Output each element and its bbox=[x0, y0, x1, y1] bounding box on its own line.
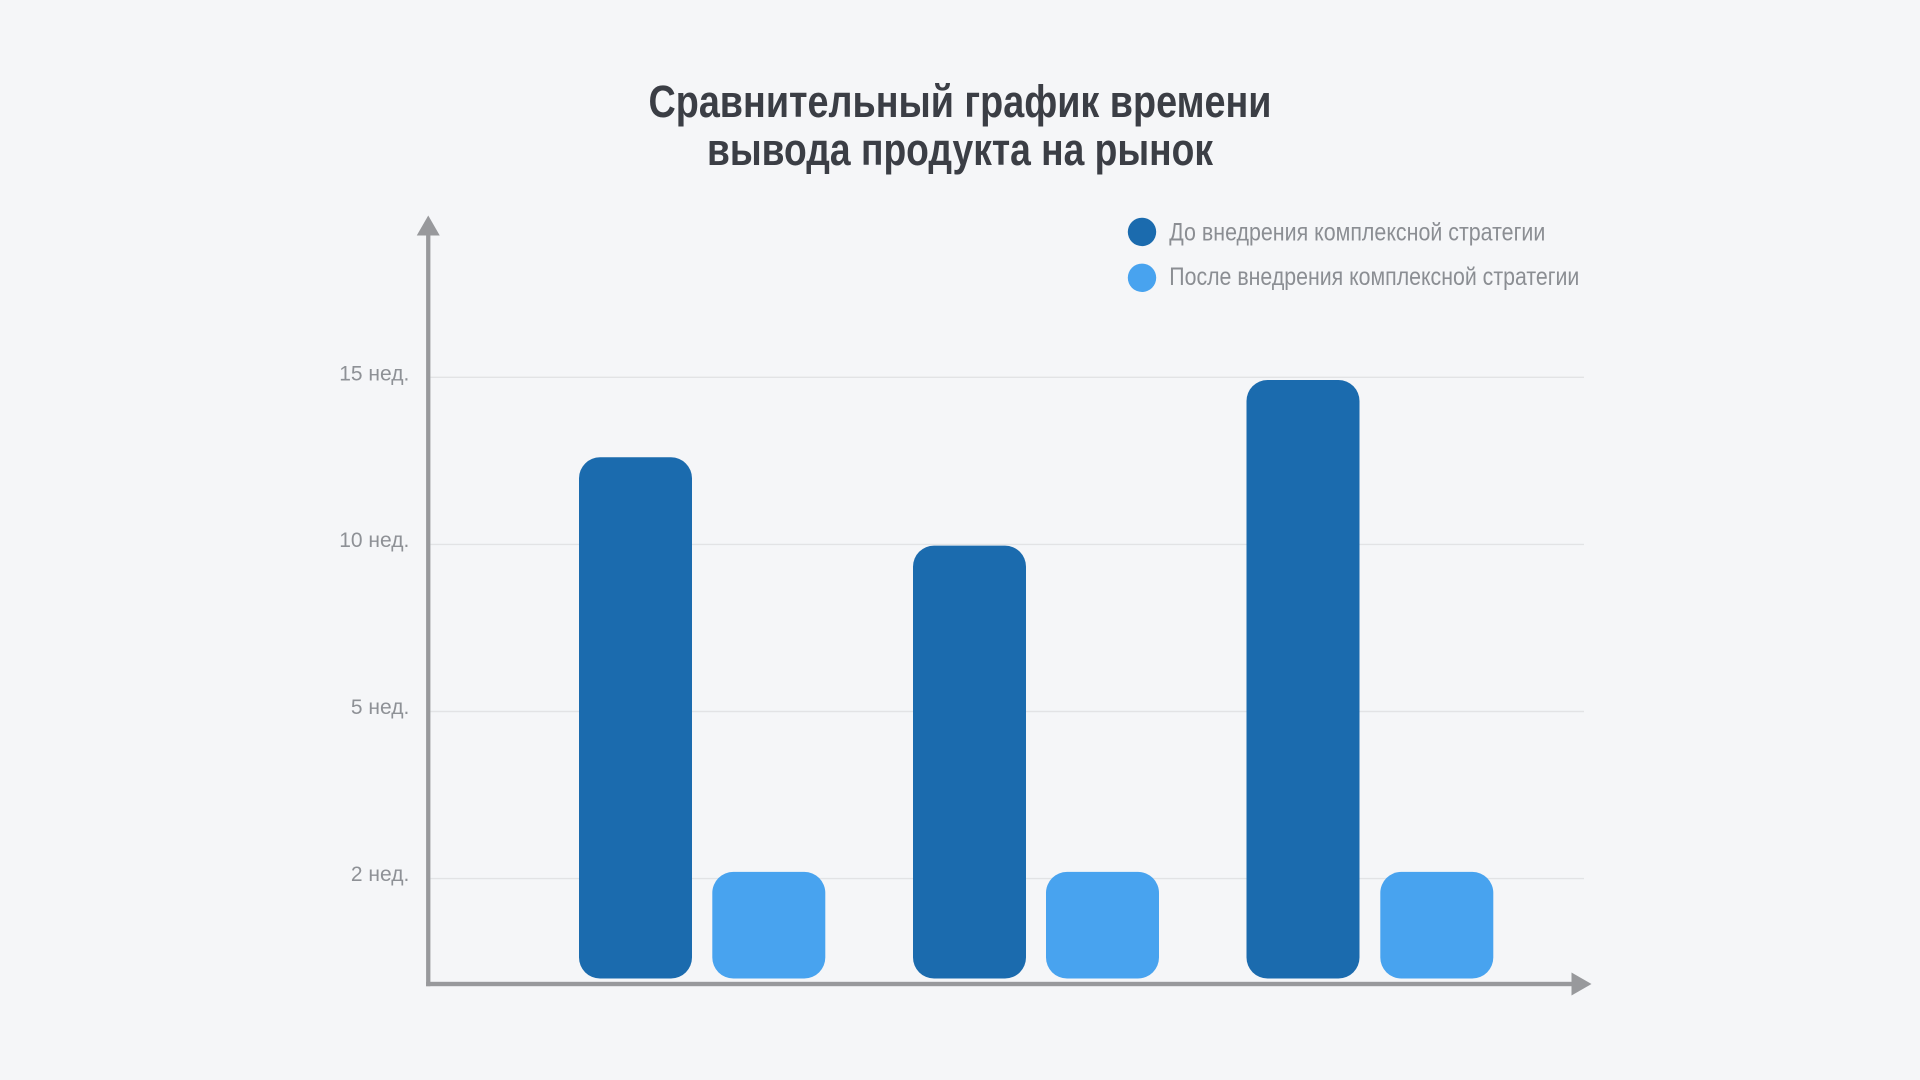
svg-text:5 нед.: 5 нед. bbox=[351, 696, 409, 719]
svg-text:Сравнительный график времени: Сравнительный график времени bbox=[649, 76, 1272, 127]
svg-text:10 нед.: 10 нед. bbox=[339, 529, 409, 552]
svg-text:До внедрения комплексной страт: До внедрения комплексной стратегии bbox=[1169, 219, 1545, 247]
svg-text:После внедрения комплексной ст: После внедрения комплексной стратегии bbox=[1169, 263, 1579, 291]
svg-text:2 нед.: 2 нед. bbox=[351, 863, 409, 886]
svg-text:15 нед.: 15 нед. bbox=[339, 362, 409, 385]
svg-text:вывода продукта на рынок: вывода продукта на рынок bbox=[707, 124, 1213, 175]
